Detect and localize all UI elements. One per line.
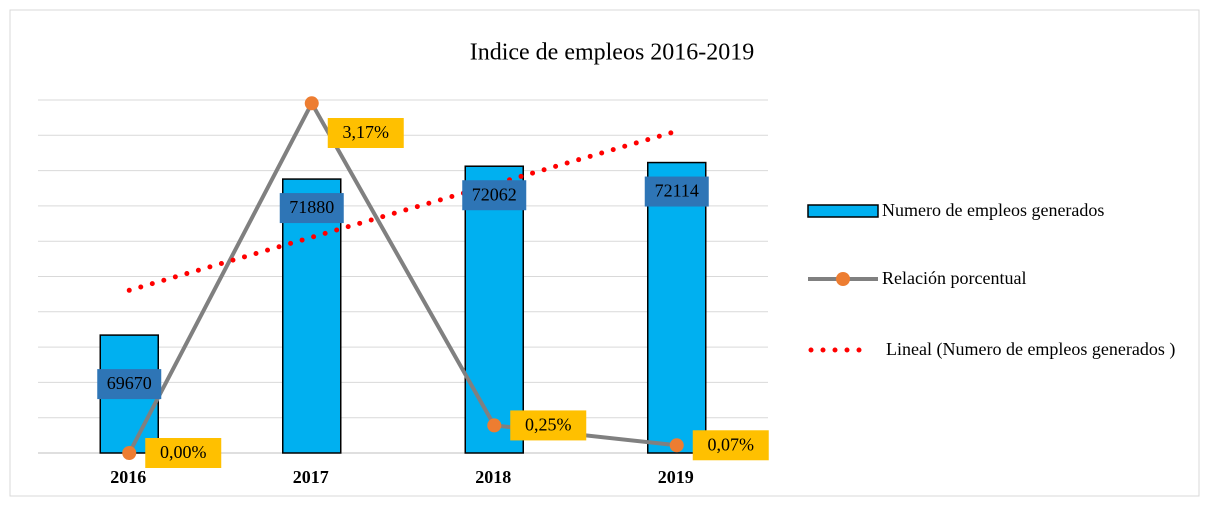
data-label-box <box>462 180 527 211</box>
chart-title: Indice de empleos 2016-2019 <box>470 40 755 66</box>
x-tick-label: 2016 <box>110 467 146 487</box>
data-label: 0,25% <box>525 415 572 435</box>
data-label-box <box>644 176 709 207</box>
line-marker <box>487 418 502 433</box>
legend: Numero de empleos generados Relación porc… <box>807 200 1176 359</box>
data-label-box <box>510 410 587 441</box>
data-label-box <box>145 438 222 468</box>
data-label: 69670 <box>107 373 152 393</box>
chart-frame <box>9 9 1200 497</box>
line-marker <box>304 96 319 111</box>
line-marker <box>122 446 137 460</box>
legend-label-box: Lineal (Numero de empleos generados ) <box>886 339 1176 359</box>
data-label: 72062 <box>472 184 517 204</box>
legend-label: Lineal (Numero de empleos generados ) <box>886 339 1176 359</box>
data-label-box <box>97 369 162 400</box>
bar <box>647 161 707 454</box>
legend-swatch <box>836 272 850 286</box>
data-label-box <box>692 430 769 461</box>
legend-label: Relación porcentual <box>882 268 1026 288</box>
data-label: 72114 <box>655 181 699 201</box>
legend-label: Numero de empleos generados <box>882 200 1104 220</box>
data-label: 3,17% <box>343 122 390 142</box>
line-marker <box>669 438 684 453</box>
bar <box>464 165 524 454</box>
data-label: 0,07% <box>708 434 755 454</box>
data-label-box <box>279 193 344 224</box>
data-label: 0,00% <box>160 442 207 462</box>
legend-swatch <box>807 204 879 218</box>
trendline <box>126 128 680 293</box>
x-tick-label: 2018 <box>475 467 511 487</box>
data-label: 71880 <box>289 197 334 217</box>
x-tick-label: 2019 <box>658 467 694 487</box>
x-tick-label: 2017 <box>293 467 329 487</box>
bar <box>282 178 342 454</box>
data-label-box <box>327 118 404 148</box>
